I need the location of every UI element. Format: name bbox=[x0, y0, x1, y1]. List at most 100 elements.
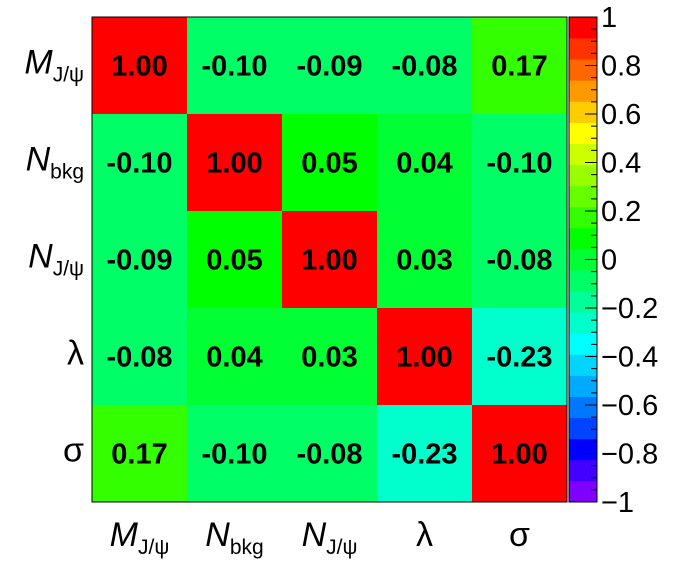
heatmap-cell-3-3 bbox=[377, 308, 473, 406]
colorbar-segment bbox=[569, 333, 597, 355]
cell-value-label: -0.23 bbox=[486, 342, 552, 374]
column-label-2: NJ/ψ bbox=[302, 516, 358, 559]
row-label-2: NJ/ψ bbox=[28, 238, 84, 281]
row-label-4: σ bbox=[63, 432, 84, 470]
heatmap-cell-4-4 bbox=[472, 405, 568, 503]
colorbar-segment bbox=[569, 248, 597, 271]
heatmap-cell-2-3 bbox=[377, 211, 473, 309]
cell-value-label: -0.09 bbox=[106, 245, 172, 277]
colorbar-segment bbox=[569, 185, 597, 208]
colorbar-segment bbox=[569, 417, 597, 440]
colorbar-segment bbox=[569, 270, 597, 292]
colorbar-tick-label: 1 bbox=[601, 2, 617, 34]
row-labels: MJ/ψ Nbkg NJ/ψ λ σ bbox=[24, 44, 84, 470]
colorbar-segment bbox=[569, 80, 597, 102]
cell-value-label: 1.00 bbox=[491, 439, 547, 471]
colorbar-segment bbox=[569, 164, 597, 187]
heatmap-cells bbox=[92, 17, 568, 503]
colorbar-tick-label: −0.8 bbox=[601, 439, 658, 471]
cell-value-label: -0.08 bbox=[296, 439, 362, 471]
heatmap-cell-4-2 bbox=[282, 405, 378, 503]
colorbar-segment bbox=[569, 291, 597, 313]
plot-frame bbox=[91, 16, 568, 503]
cell-value-label: 1.00 bbox=[301, 245, 357, 277]
column-label-0: MJ/ψ bbox=[110, 516, 170, 559]
column-labels: MJ/ψ Nbkg NJ/ψ λ σ bbox=[110, 516, 530, 559]
heatmap-value-labels: 1.00 -0.10 -0.09 -0.08 0.17 -0.10 1.00 0.05 0.04… bbox=[106, 51, 552, 471]
colorbar-tick-label: −0.6 bbox=[601, 390, 658, 422]
cell-value-label: 0.03 bbox=[396, 245, 452, 277]
colorbar-segment bbox=[569, 17, 597, 39]
heatmap-cell-3-4 bbox=[472, 308, 568, 406]
cell-value-label: -0.08 bbox=[106, 342, 172, 374]
colorbar-segment bbox=[569, 101, 597, 123]
cell-value-label: 0.17 bbox=[491, 51, 547, 83]
cell-value-label: -0.08 bbox=[486, 245, 552, 277]
heatmap-cell-0-0 bbox=[92, 17, 188, 115]
row-label-3: λ bbox=[67, 335, 84, 373]
cell-value-label: -0.09 bbox=[296, 51, 362, 83]
cell-value-label: -0.10 bbox=[486, 148, 552, 180]
cell-value-label: 0.05 bbox=[301, 148, 357, 180]
heatmap-cell-4-1 bbox=[187, 405, 283, 503]
cell-value-label: 0.03 bbox=[301, 342, 357, 374]
colorbar-segment bbox=[569, 122, 597, 144]
heatmap-cell-2-1 bbox=[187, 211, 283, 309]
colorbar-tick-label: 0.6 bbox=[601, 99, 641, 131]
colorbar-segment bbox=[569, 438, 597, 461]
colorbar-tick-label: 0.8 bbox=[601, 51, 641, 83]
cell-value-label: 1.00 bbox=[206, 148, 262, 180]
heatmap-cell-4-3 bbox=[377, 405, 473, 503]
colorbar-tick-label: 0.4 bbox=[601, 148, 641, 180]
colorbar-segment bbox=[569, 59, 597, 81]
cell-value-label: 1.00 bbox=[396, 342, 452, 374]
colorbar-segment bbox=[569, 396, 597, 419]
column-label-3: λ bbox=[416, 516, 433, 554]
heatmap-cell-3-2 bbox=[282, 308, 378, 406]
heatmap-cell-1-0 bbox=[92, 114, 188, 212]
colorbar-tick-label: 0 bbox=[601, 245, 617, 277]
colorbar-tick-label: 0.2 bbox=[601, 196, 641, 228]
colorbar-segment bbox=[569, 206, 597, 229]
heatmap-cell-4-0 bbox=[92, 405, 188, 503]
colorbar-segment bbox=[569, 480, 597, 503]
colorbar-segment bbox=[569, 354, 597, 376]
row-label-1: Nbkg bbox=[26, 141, 84, 184]
heatmap-cell-1-3 bbox=[377, 114, 473, 212]
cell-value-label: 0.04 bbox=[396, 148, 452, 180]
heatmap-cell-0-2 bbox=[282, 17, 378, 115]
heatmap-cell-1-4 bbox=[472, 114, 568, 212]
colorbar-segment bbox=[569, 375, 597, 397]
column-label-4: σ bbox=[509, 516, 530, 554]
cell-value-label: 0.05 bbox=[206, 245, 262, 277]
colorbar bbox=[568, 16, 598, 503]
cell-value-label: -0.10 bbox=[201, 439, 267, 471]
cell-value-label: -0.23 bbox=[391, 439, 457, 471]
cell-value-label: -0.08 bbox=[391, 51, 457, 83]
cell-value-label: 0.04 bbox=[206, 342, 262, 374]
heatmap-cell-2-4 bbox=[472, 211, 568, 309]
colorbar-tick-label: −0.2 bbox=[601, 293, 658, 325]
colorbar-ticks: 1 0.8 0.6 0.4 0.2 0 −0.2 −0.4 −0.6 −0.8 −1 bbox=[585, 2, 658, 519]
colorbar-tick-label: −1 bbox=[601, 487, 634, 519]
cell-value-label: 1.00 bbox=[111, 51, 167, 83]
heatmap-cell-0-4 bbox=[472, 17, 568, 115]
heatmap-cell-1-2 bbox=[282, 114, 378, 212]
colorbar-segment bbox=[569, 38, 597, 60]
colorbar-segment bbox=[569, 312, 597, 334]
heatmap-cell-3-1 bbox=[187, 308, 283, 406]
heatmap-cell-1-1 bbox=[187, 114, 283, 212]
cell-value-label: -0.10 bbox=[106, 148, 172, 180]
heatmap-cell-2-2 bbox=[282, 211, 378, 309]
cell-value-label: 0.17 bbox=[111, 439, 167, 471]
heatmap-cell-0-3 bbox=[377, 17, 473, 115]
colorbar-segment bbox=[569, 143, 597, 166]
colorbar-tick-label: −0.4 bbox=[601, 342, 658, 374]
colorbar-segment bbox=[569, 459, 597, 482]
cell-value-label: -0.10 bbox=[201, 51, 267, 83]
heatmap-cell-2-0 bbox=[92, 211, 188, 309]
heatmap-cell-3-0 bbox=[92, 308, 188, 406]
row-label-0: MJ/ψ bbox=[24, 44, 84, 87]
colorbar-segment bbox=[569, 227, 597, 250]
